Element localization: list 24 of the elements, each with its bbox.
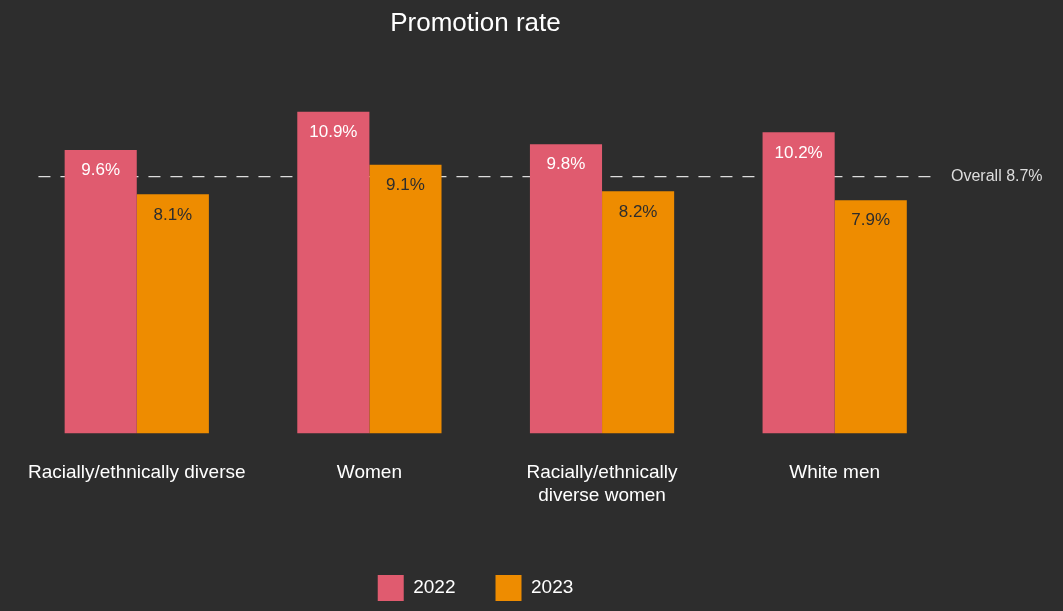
bar xyxy=(529,144,603,434)
bar xyxy=(762,132,835,434)
x-tick-label: Racially/ethnically diverse xyxy=(27,461,246,483)
data-label: 9.1% xyxy=(386,174,425,194)
data-label: 8.1% xyxy=(153,204,193,224)
legend-label: 2023 xyxy=(531,576,574,598)
bar xyxy=(834,200,907,434)
x-tick-label: Racially/ethnically diverse women xyxy=(526,461,679,505)
bar xyxy=(297,111,370,434)
bar xyxy=(64,150,137,434)
data-label: 7.9% xyxy=(851,210,891,230)
chart-title: Promotion rate xyxy=(390,6,561,37)
bar xyxy=(602,191,675,434)
data-label: 9.6% xyxy=(81,160,121,180)
x-tick-label: Women xyxy=(336,461,402,483)
data-label: 10.2% xyxy=(774,142,823,162)
ref-line-label: Overall 8.7% xyxy=(951,167,1043,185)
bar xyxy=(369,164,442,434)
x-tick-label: White men xyxy=(789,461,881,483)
data-label: 10.9% xyxy=(309,121,358,141)
bar xyxy=(136,194,209,434)
legend-label: 2022 xyxy=(413,576,456,598)
data-label: 9.8% xyxy=(546,154,586,174)
data-label: 8.2% xyxy=(618,201,658,221)
